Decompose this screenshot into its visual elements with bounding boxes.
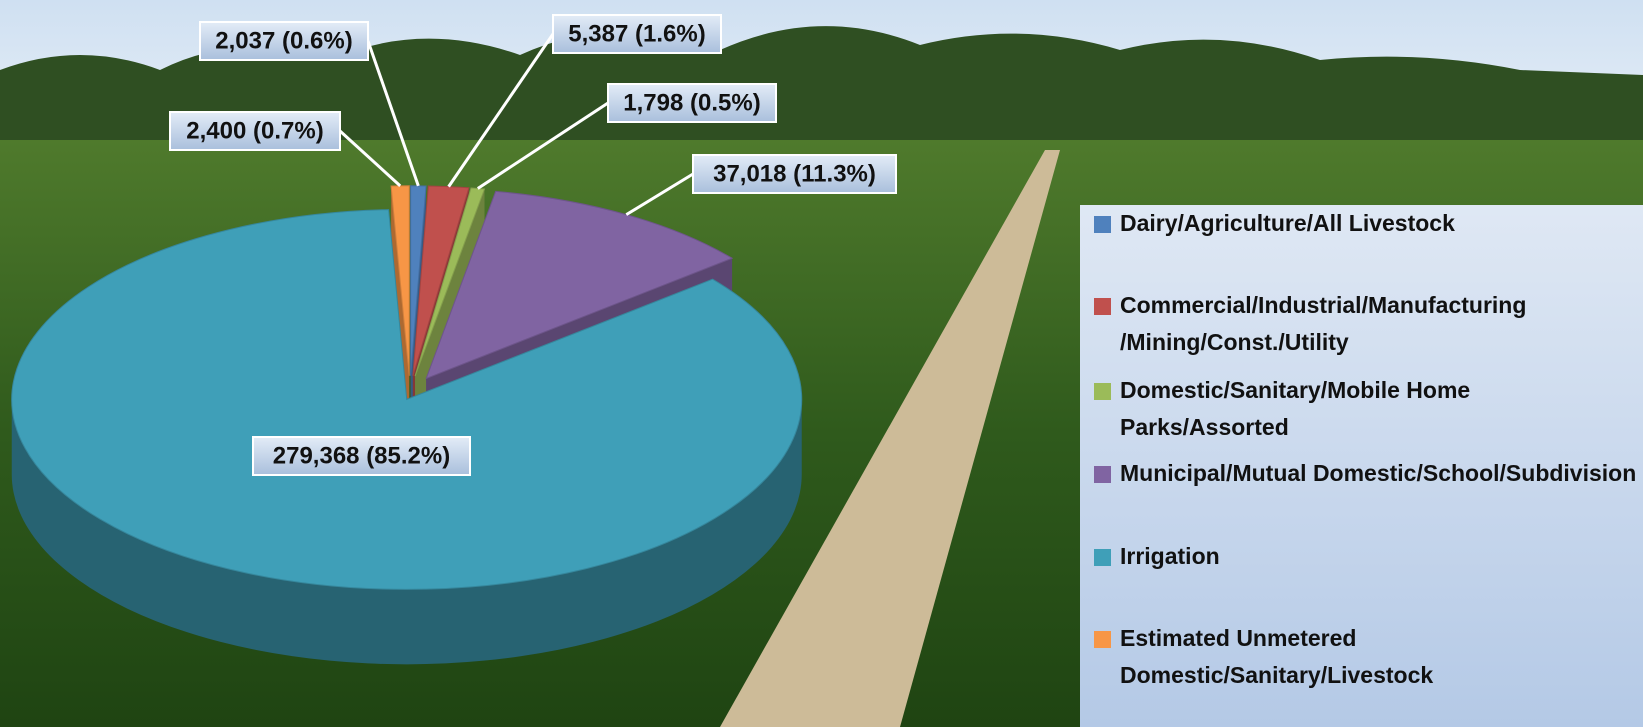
legend-swatch	[1094, 298, 1111, 315]
legend-label: Municipal/Mutual Domestic/School/Subdivi…	[1120, 460, 1637, 486]
data-labels: 2,037 (0.6%) 5,387 (1.6%) 1,798 (0.5%) 37,0…	[169, 14, 897, 476]
label-box	[199, 21, 369, 61]
data-label: 279,368 (85.2%)	[273, 442, 450, 469]
legend-swatch	[1094, 383, 1111, 400]
data-label: 1,798 (0.5%)	[623, 89, 760, 116]
data-label: 5,387 (1.6%)	[568, 20, 705, 47]
legend-label: Dairy/Agriculture/All Livestock	[1120, 210, 1455, 236]
leader-line	[476, 101, 609, 190]
legend-item: Estimated Unmetered Domestic/Sanitary/Li…	[1094, 620, 1640, 694]
slice-side	[11, 399, 802, 665]
label-box	[552, 14, 722, 54]
label-box	[607, 83, 777, 123]
leader-line	[366, 40, 420, 187]
slice	[414, 187, 486, 377]
legend-item: Domestic/Sanitary/Mobile Home Parks/Asso…	[1094, 372, 1640, 446]
leader-line	[625, 172, 694, 216]
legend: Dairy/Agriculture/All Livestock Commercia…	[1080, 205, 1643, 727]
legend-swatch	[1094, 216, 1111, 233]
slice	[425, 190, 734, 380]
data-label: 2,400 (0.7%)	[186, 117, 323, 144]
legend-swatch	[1094, 466, 1111, 483]
slice	[11, 209, 803, 590]
legend-label: Estimated Unmetered Domestic/Sanitary/Li…	[1120, 625, 1434, 688]
legend-label: Domestic/Sanitary/Mobile Home Parks/Asso…	[1120, 377, 1471, 440]
leader-line	[447, 33, 555, 188]
legend-item: Irrigation	[1094, 538, 1640, 575]
legend-label: Irrigation	[1120, 543, 1220, 569]
pie	[11, 185, 803, 665]
legend-item: Municipal/Mutual Domestic/School/Subdivi…	[1094, 455, 1640, 492]
legend-swatch	[1094, 631, 1111, 648]
label-box	[169, 111, 341, 151]
data-label: 2,037 (0.6%)	[215, 27, 352, 54]
legend-label: Commercial/Industrial/Manufacturing /Min…	[1120, 292, 1527, 355]
leader-line	[338, 129, 402, 187]
legend-item: Dairy/Agriculture/All Livestock	[1094, 205, 1640, 242]
label-box	[252, 436, 471, 476]
legend-swatch	[1094, 549, 1111, 566]
legend-item: Commercial/Industrial/Manufacturing /Min…	[1094, 287, 1640, 361]
data-label: 37,018 (11.3%)	[713, 160, 876, 187]
label-box	[692, 154, 897, 194]
